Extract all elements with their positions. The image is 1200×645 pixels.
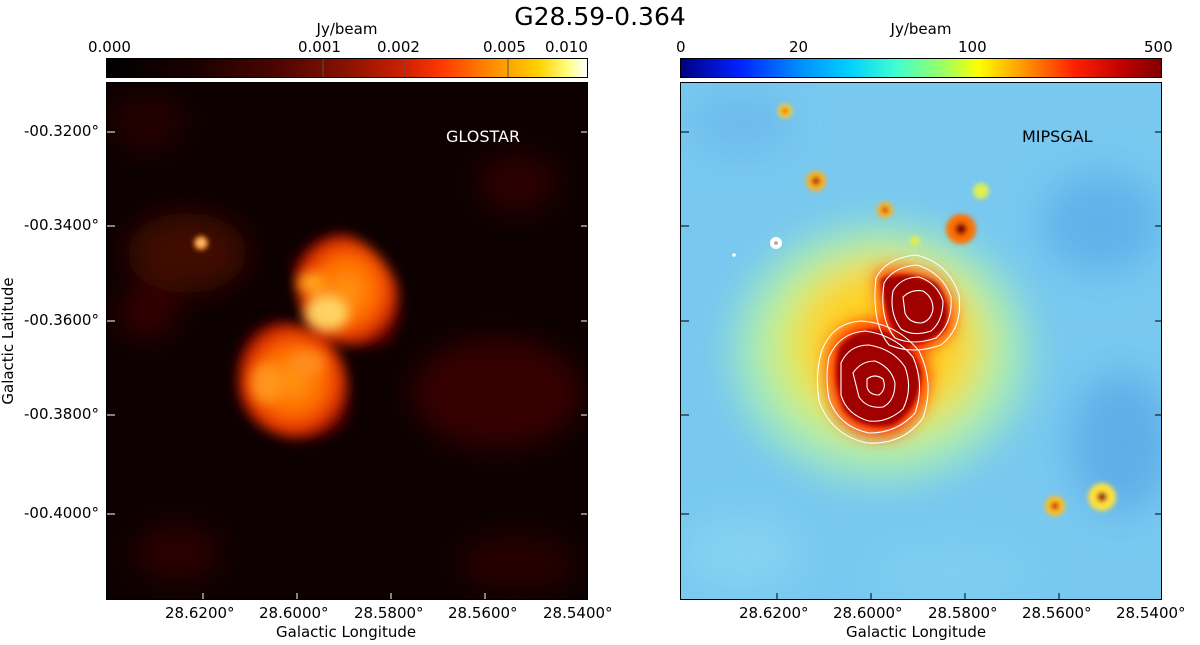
right-x-tick-2: 28.5800° (928, 604, 998, 622)
right-cbar-tick-0: 0 (676, 38, 686, 56)
left-y-tick-2: -00.3600° (24, 311, 99, 329)
right-colorbar-units: Jy/beam (890, 20, 952, 38)
glostar-label: GLOSTAR (446, 127, 521, 146)
right-x-tick-1: 28.6000° (833, 604, 903, 622)
glostar-image-panel: GLOSTAR (106, 82, 588, 600)
mipsgal-image-panel: MIPSGAL (680, 82, 1162, 600)
left-colorbar (106, 58, 588, 78)
right-cbar-tick-1: 20 (789, 38, 809, 56)
glostar-image (107, 93, 587, 599)
right-x-tick-0: 28.6200° (739, 604, 809, 622)
left-y-axis-title: Galactic Latitude (0, 277, 17, 405)
left-x-tick-0: 28.6200° (165, 604, 235, 622)
left-cbar-tick-1: 0.001 (298, 38, 341, 56)
mipsgal-image (681, 93, 1161, 599)
right-cbar-tick-2: 100 (958, 38, 987, 56)
left-y-tick-0: -00.3200° (24, 122, 99, 140)
left-colorbar-units: Jy/beam (316, 20, 378, 38)
right-x-tick-3: 28.5600° (1022, 604, 1092, 622)
mipsgal-label: MIPSGAL (1022, 127, 1093, 146)
right-x-tick-4: 28.5400° (1116, 604, 1186, 622)
left-y-tick-3: -00.3800° (24, 405, 99, 423)
left-x-tick-3: 28.5600° (448, 604, 518, 622)
right-colorbar (680, 58, 1162, 78)
left-cbar-tick-4: 0.010 (545, 38, 588, 56)
left-x-axis-title: Galactic Longitude (276, 623, 417, 641)
left-x-tick-2: 28.5800° (354, 604, 424, 622)
left-x-tick-1: 28.6000° (259, 604, 329, 622)
left-y-tick-1: -00.3400° (24, 216, 99, 234)
left-cbar-tick-3: 0.005 (483, 38, 526, 56)
right-x-axis-title: Galactic Longitude (846, 623, 987, 641)
left-cbar-tick-2: 0.002 (377, 38, 420, 56)
left-cbar-tick-0: 0.000 (88, 38, 131, 56)
left-x-tick-4: 28.5400° (543, 604, 613, 622)
figure-title: G28.59-0.364 (514, 2, 686, 31)
right-cbar-tick-3: 500 (1144, 38, 1173, 56)
left-y-tick-4: -00.4000° (24, 504, 99, 522)
